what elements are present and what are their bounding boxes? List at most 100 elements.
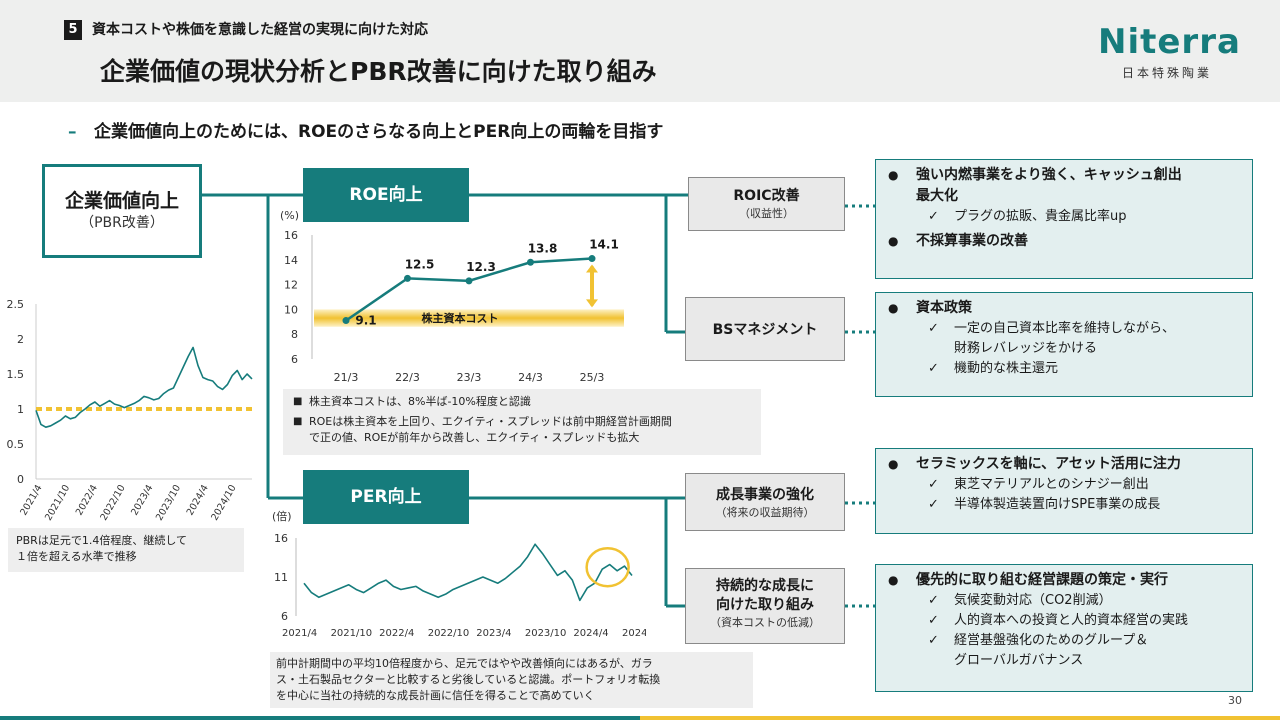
bs-management-box: BSマネジメント bbox=[685, 297, 845, 361]
corporate-value-box: 企業価値向上 （PBR改善） bbox=[42, 164, 202, 258]
roe-xtick-2: 23/3 bbox=[457, 371, 482, 384]
bs-detail-check-1-line-1: 一定の自己資本比率を維持しながら、 bbox=[954, 321, 1176, 336]
pbr-xtick-6: 2024/4 bbox=[185, 483, 211, 517]
sustain-detail-check-3: ✓ 経営基盤強化のためのグループ＆ グローバルガバナンス bbox=[886, 631, 1242, 671]
roic-detail-bullet-1: 強い内燃事業をより強く、キャッシュ創出 最大化 bbox=[886, 165, 1242, 207]
growth-detail-check-1: ✓ 東芝マテリアルとのシナジー創出 bbox=[886, 475, 1242, 495]
growth-detail-bullet-1: セラミックスを軸に、アセット活用に注力 bbox=[886, 454, 1242, 475]
per-series-line bbox=[303, 543, 633, 602]
roic-detail-bullet-1-line-2: 最大化 bbox=[916, 188, 958, 204]
roe-value-label-2: 12.3 bbox=[466, 260, 496, 274]
roic-title: ROIC改善 bbox=[733, 188, 800, 204]
per-note-box: 前中計期間中の平均10倍程度から、足元ではやや改善傾向にはあるが、ガラ ス・土石… bbox=[270, 652, 753, 708]
per-ytick-1: 11 bbox=[274, 571, 288, 584]
sustain-detail-check-3-line-2: グローバルガバナンス bbox=[954, 653, 1084, 668]
corporate-value-subtitle: （PBR改善） bbox=[80, 215, 164, 231]
roic-detail-bullet-2-text: 不採算事業の改善 bbox=[916, 233, 1028, 249]
check-icon: ✓ bbox=[928, 209, 939, 224]
check-icon: ✓ bbox=[928, 477, 939, 492]
roe-ytick-0: 6 bbox=[291, 353, 298, 366]
roe-value-label-1: 12.5 bbox=[405, 257, 435, 271]
pbr-xtick-4: 2023/4 bbox=[129, 483, 155, 517]
roe-point-4 bbox=[588, 255, 596, 263]
sustain-detail-check-1: ✓ 気候変動対応（CO2削減） bbox=[886, 591, 1242, 611]
per-ytick-0: 6 bbox=[281, 610, 288, 623]
roe-xtick-4: 25/3 bbox=[580, 371, 605, 384]
roe-spread-arrow-head-up bbox=[586, 264, 598, 273]
sustain-detail-check-1-text: 気候変動対応（CO2削減） bbox=[954, 593, 1112, 608]
sustainable-growth-box: 持続的な成長に 向けた取り組み （資本コストの低減） bbox=[685, 568, 845, 644]
per-xtick-1: 2021/10 bbox=[331, 628, 373, 639]
roic-box: ROIC改善 （収益性） bbox=[688, 177, 845, 231]
growth-detail-check-2: ✓ 半導体製造装置向けSPE事業の成長 bbox=[886, 495, 1242, 515]
per-label-box: PER向上 bbox=[303, 470, 469, 524]
roe-point-3 bbox=[527, 258, 534, 266]
growth-business-subtitle: （将来の収益期待） bbox=[715, 506, 815, 519]
growth-detail-check-2-text: 半導体製造装置向けSPE事業の成長 bbox=[954, 497, 1161, 512]
page-number: 30 bbox=[1228, 694, 1242, 707]
check-icon: ✓ bbox=[928, 361, 939, 376]
roe-chart: (%) 6 8 10 12 14 16 株主資本コスト 9.1 12.5 12.3 13.8 14… bbox=[280, 209, 624, 384]
header-band bbox=[0, 0, 1280, 102]
per-ytick-2: 16 bbox=[274, 532, 288, 545]
roe-note-item-1-text: 株主資本コストは、8%半ば-10%程度と認識 bbox=[309, 395, 531, 408]
roe-value-label-4: 14.1 bbox=[589, 238, 619, 252]
roic-detail-box: 強い内燃事業をより強く、キャッシュ創出 最大化 ✓プラグの拡販、貴金属比率up … bbox=[875, 159, 1253, 279]
roe-note-item-2-line-2: で正の値、ROEが前年から改善し、エクイティ・スプレッドも拡大 bbox=[309, 431, 640, 444]
roe-note-item-1: 株主資本コストは、8%半ば-10%程度と認識 bbox=[289, 394, 755, 410]
growth-business-box: 成長事業の強化 （将来の収益期待） bbox=[685, 473, 845, 531]
bs-detail-bullet-1: 資本政策 bbox=[886, 298, 1242, 319]
roe-xtick-3: 24/3 bbox=[518, 371, 543, 384]
pbr-ytick-5: 2.5 bbox=[7, 298, 25, 311]
per-label: PER向上 bbox=[350, 487, 422, 507]
sustain-detail-box: 優先的に取り組む経営課題の策定・実行 ✓ 気候変動対応（CO2削減） ✓ 人的資本へ… bbox=[875, 564, 1253, 692]
roe-label-box: ROE向上 bbox=[303, 168, 469, 222]
pbr-ytick-4: 2 bbox=[17, 333, 24, 346]
sustain-detail-bullet-1-text: 優先的に取り組む経営課題の策定・実行 bbox=[916, 572, 1168, 588]
per-recent-highlight-circle bbox=[585, 546, 630, 588]
roic-subtitle: （収益性） bbox=[739, 207, 794, 220]
roe-spread-arrow-head-down bbox=[586, 299, 598, 308]
roe-label: ROE向上 bbox=[349, 185, 423, 205]
roe-xtick-0: 21/3 bbox=[334, 371, 359, 384]
check-icon: ✓ bbox=[928, 321, 939, 336]
check-icon: ✓ bbox=[928, 613, 939, 628]
roe-note-item-2-line-1: ROEは株主資本を上回り、エクイティ・スプレッドは前中期経営計画期間 bbox=[309, 415, 672, 428]
roe-note-item-2: ROEは株主資本を上回り、エクイティ・スプレッドは前中期経営計画期間で正の値、R… bbox=[289, 414, 755, 446]
check-icon: ✓ bbox=[928, 497, 939, 512]
per-note-line-2: ス・土石製品セクターと比較すると劣後していると認識。ポートフォリオ転換 bbox=[276, 673, 661, 686]
roe-point-0 bbox=[342, 317, 350, 325]
roe-note-box: 株主資本コストは、8%半ば-10%程度と認識 ROEは株主資本を上回り、エクイテ… bbox=[283, 389, 761, 455]
roe-ytick-4: 14 bbox=[284, 254, 298, 267]
bs-detail-box: 資本政策 ✓ 一定の自己資本比率を維持しながら、財務レバレッジをかける ✓ 機動的な… bbox=[875, 292, 1253, 397]
pbr-ytick-2: 1 bbox=[17, 403, 24, 416]
roic-detail-check-1: ✓ プラグの拡販、貴金属比率up bbox=[886, 207, 1242, 227]
pbr-xtick-2: 2022/4 bbox=[74, 483, 100, 517]
pbr-xtick-3: 2022/10 bbox=[98, 483, 127, 523]
per-chart-ylabel: (倍) bbox=[272, 509, 292, 523]
roe-ytick-3: 12 bbox=[284, 279, 298, 292]
roe-xtick-1: 22/3 bbox=[395, 371, 420, 384]
pbr-note-line-1: PBRは足元で1.4倍程度、継続して bbox=[16, 534, 187, 547]
per-note-line-1: 前中計期間中の平均10倍程度から、足元ではやや改善傾向にはあるが、ガラ bbox=[276, 657, 653, 670]
lead-statement: 企業価値向上のためには、ROEのさらなる向上とPER向上の両輪を目指す bbox=[94, 122, 664, 142]
bs-detail-check-1: ✓ 一定の自己資本比率を維持しながら、 財務レバレッジをかける bbox=[886, 319, 1242, 359]
roe-chart-ylabel: (%) bbox=[280, 209, 299, 222]
pbr-ytick-1: 0.5 bbox=[7, 438, 25, 451]
roe-ytick-5: 16 bbox=[284, 229, 298, 242]
page-title: 企業価値の現状分析とPBR改善に向けた取り組み bbox=[100, 57, 657, 86]
footer-bar-gold bbox=[640, 716, 1280, 720]
roe-band-label: 株主資本コスト bbox=[422, 311, 499, 325]
pbr-series-line bbox=[35, 346, 253, 428]
sustainable-growth-title-2: 向けた取り組み bbox=[716, 597, 814, 613]
per-xtick-2: 2022/4 bbox=[379, 628, 414, 639]
growth-detail-bullet-1-text: セラミックスを軸に、アセット活用に注力 bbox=[916, 456, 1181, 472]
company-logo: Niterra bbox=[1098, 22, 1241, 62]
roic-detail-bullet-1-line-1: 強い内燃事業をより強く、キャッシュ創出 bbox=[916, 167, 1182, 183]
roe-ytick-1: 8 bbox=[291, 328, 298, 341]
sustain-detail-check-2: ✓ 人的資本への投資と人的資本経営の実践 bbox=[886, 611, 1242, 631]
growth-detail-box: セラミックスを軸に、アセット活用に注力 ✓ 東芝マテリアルとのシナジー創出 ✓ 半導… bbox=[875, 448, 1253, 534]
roe-value-label-3: 13.8 bbox=[528, 241, 558, 255]
lead-dash: – bbox=[68, 122, 77, 142]
